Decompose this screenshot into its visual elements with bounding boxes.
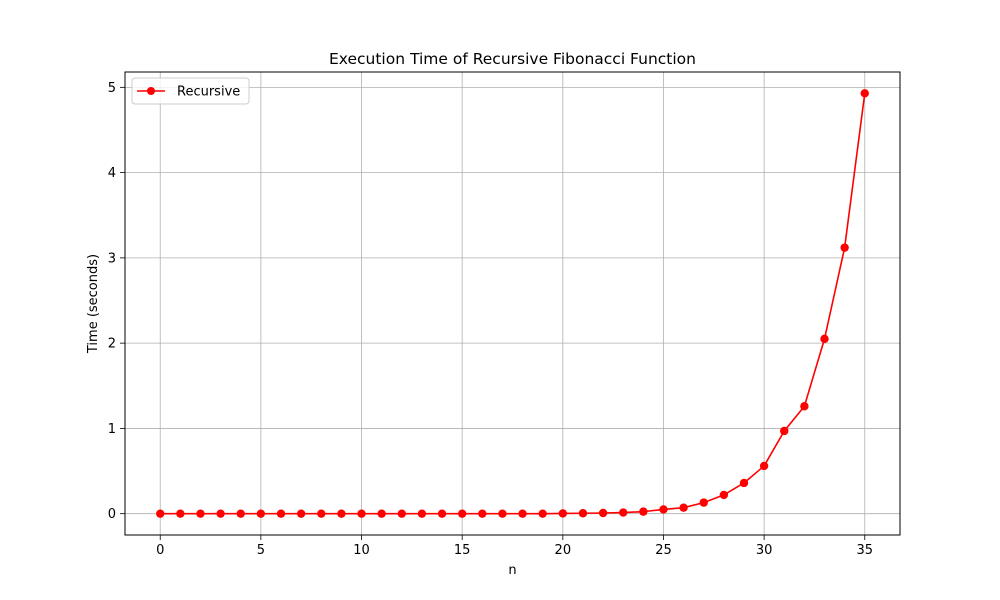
data-point [780,426,789,436]
x-tick-label: 0 [156,543,164,558]
data-point [679,503,688,512]
data-point [296,509,306,518]
x-tick-label: 20 [555,543,572,558]
data-point [699,498,708,507]
x-tick-label: 30 [756,543,773,558]
data-point [558,509,568,518]
data-point [196,509,205,518]
data-point [639,507,648,516]
legend: Recursive [131,77,250,105]
data-point [156,509,165,518]
data-point [820,334,829,344]
chart-title: Execution Time of Recursive Fibonacci Fu… [329,50,696,68]
data-point [397,509,406,518]
data-point [739,478,749,488]
data-point [800,402,809,411]
data-point [176,509,185,518]
data-point [236,509,245,518]
x-tick-label: 35 [856,543,873,558]
legend-box [131,77,250,105]
data-point [377,509,386,518]
data-point [659,505,668,514]
data-point [840,243,849,252]
data-point [437,509,447,518]
data-point [498,509,507,518]
data-point [478,509,487,518]
y-tick-label: 0 [108,507,116,522]
data-point [518,509,527,518]
x-axis-label: n [508,563,516,578]
data-point [276,509,286,518]
series-layer [156,89,869,518]
y-tick-label: 5 [108,81,116,96]
data-point [317,509,326,518]
data-point [538,509,547,518]
data-point [578,509,588,518]
data-point [457,509,467,518]
legend-marker-swatch [147,87,155,95]
plot-area [124,71,901,536]
data-point [357,509,366,518]
y-tick-label: 2 [108,337,116,352]
x-tick-label: 15 [454,543,471,558]
x-tick-label: 10 [353,543,370,558]
y-tick-label: 4 [108,166,116,181]
data-point [619,508,628,517]
x-tick-label: 5 [257,543,265,558]
data-point [256,509,266,518]
y-tick-label: 1 [108,422,116,437]
data-point [860,89,869,98]
data-point [719,490,729,500]
data-point [337,509,346,518]
data-point [216,509,225,518]
data-point [598,508,608,518]
data-point [417,509,427,518]
data-point [759,461,769,471]
x-tick-label: 25 [655,543,672,558]
axis-ticks: 0 5 10 15 20 25 30 35 0 1 2 3 4 5 [108,81,873,558]
y-axis-label: Time (seconds) [86,254,101,354]
legend-entry-recursive: Recursive [177,85,240,100]
y-tick-label: 3 [108,251,116,266]
